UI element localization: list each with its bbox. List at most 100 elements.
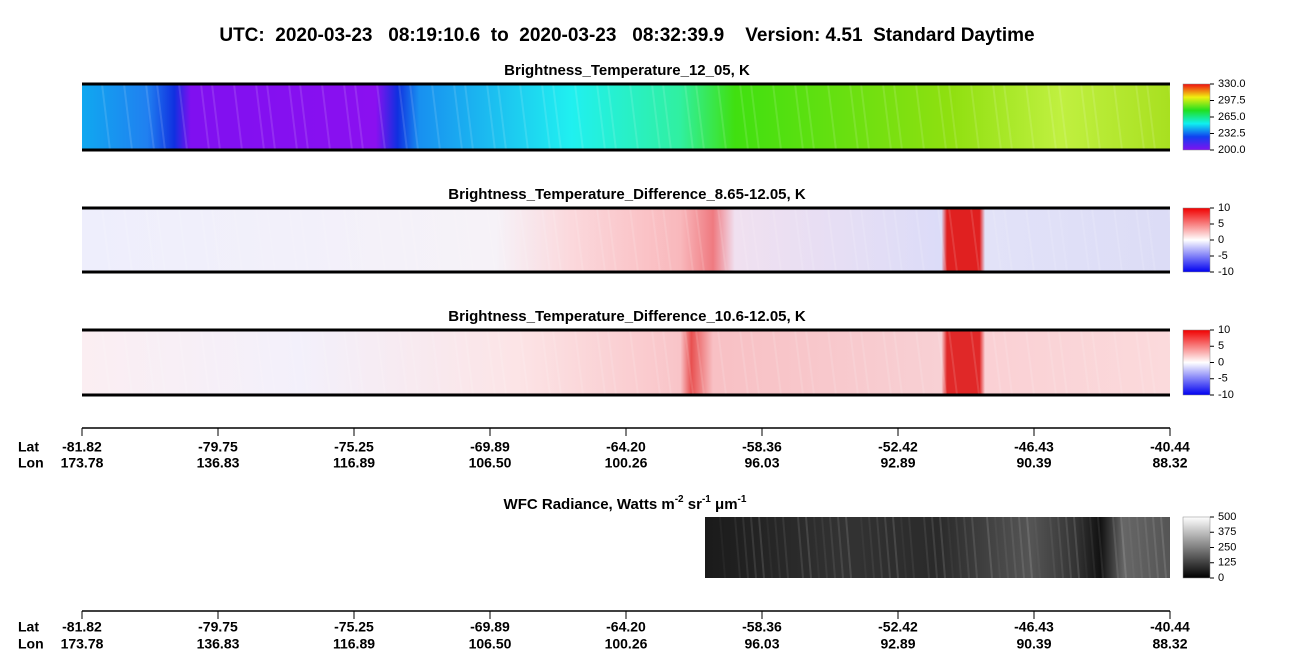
image-streak — [629, 207, 639, 273]
image-streak — [266, 329, 276, 396]
image-streak — [519, 83, 529, 151]
image-streak — [1112, 516, 1119, 579]
lat-tick-label: -64.20 — [606, 439, 646, 455]
title-part: sr — [684, 496, 703, 513]
image-streak — [923, 516, 930, 579]
image-streak — [719, 516, 726, 579]
image-streak — [409, 329, 419, 396]
image-streak — [178, 207, 188, 273]
image-streak — [497, 207, 507, 273]
lon-tick-label: 92.89 — [880, 636, 915, 652]
panel-title: Brightness_Temperature_Difference_8.65-1… — [448, 186, 806, 203]
image-streak — [684, 83, 694, 151]
image-streak — [354, 83, 364, 151]
image-streak — [893, 207, 903, 273]
lon-tick-label: 88.32 — [1152, 636, 1187, 652]
image-streak — [1025, 207, 1035, 273]
image-streak — [805, 329, 815, 396]
image-streak — [1002, 516, 1009, 579]
image-streak — [233, 207, 243, 273]
image-streak — [882, 83, 892, 151]
image-streak — [1168, 207, 1178, 273]
image-streak — [915, 83, 925, 151]
image-streak — [200, 329, 210, 396]
image-streak — [750, 207, 760, 273]
image-streak — [431, 83, 441, 151]
image-streak — [1152, 516, 1159, 579]
image-streak — [409, 207, 419, 273]
image-streak — [772, 207, 782, 273]
image-streak — [766, 516, 773, 579]
image-streak — [431, 207, 441, 273]
image-streak — [1091, 207, 1101, 273]
image-streak — [1073, 516, 1080, 579]
image-streak — [992, 83, 1002, 151]
lon-tick-label: 173.78 — [61, 636, 104, 652]
image-streak — [1047, 207, 1057, 273]
colorbar-tick-label: 500 — [1218, 511, 1236, 523]
image-streak — [343, 83, 353, 151]
colorbar — [1182, 516, 1211, 579]
image-streak — [343, 207, 353, 273]
image-streak — [464, 329, 474, 396]
image-streak — [849, 329, 859, 396]
image-streak — [211, 207, 221, 273]
colorbar — [1182, 329, 1211, 396]
colorbar-tick-label: 265.0 — [1218, 111, 1246, 123]
image-streak — [827, 83, 837, 151]
image-streak — [552, 207, 562, 273]
image-streak — [849, 83, 859, 151]
lon-tick-label: 88.32 — [1152, 455, 1187, 471]
image-streak — [937, 329, 947, 396]
image-streak — [739, 83, 749, 151]
image-streak — [651, 329, 661, 396]
image-streak — [892, 516, 899, 579]
image-streak — [695, 207, 705, 273]
image-streak — [211, 329, 221, 396]
image-streak — [1146, 83, 1156, 151]
image-streak — [827, 207, 837, 273]
image-streak — [1113, 207, 1123, 273]
title-part: -1 — [738, 494, 747, 505]
image-streak — [739, 329, 749, 396]
image — [705, 517, 1170, 578]
image-streak — [629, 329, 639, 396]
image-streak — [750, 516, 757, 579]
image-streak — [876, 516, 883, 579]
image-streak — [651, 83, 661, 151]
panel-title: Brightness_Temperature_12_05, K — [504, 62, 750, 79]
image — [82, 330, 1170, 395]
image-streak — [662, 207, 672, 273]
colorbar-tick-label: 375 — [1218, 526, 1236, 538]
title-part: WFC Radiance, Watts m — [504, 496, 675, 513]
image-streak — [948, 329, 958, 396]
image-streak — [321, 83, 331, 151]
image-streak — [845, 516, 852, 579]
axis-label: Lon — [18, 636, 44, 652]
image-streak — [1091, 329, 1101, 396]
image-streak — [541, 207, 551, 273]
image-streak — [1080, 329, 1090, 396]
image-streak — [398, 83, 408, 151]
image-streak — [519, 207, 529, 273]
colorbar-tick-label: -10 — [1218, 266, 1234, 278]
image-streak — [805, 516, 812, 579]
image-streak — [994, 516, 1001, 579]
image-streak — [860, 516, 867, 579]
image-streak — [805, 207, 815, 273]
image-streak — [684, 329, 694, 396]
image-streak — [255, 329, 265, 396]
lat-tick-label: -52.42 — [878, 439, 918, 455]
image-streak — [813, 516, 820, 579]
image-streak — [398, 329, 408, 396]
image-streak — [1146, 207, 1156, 273]
image-streak — [758, 516, 765, 579]
image-streak — [596, 329, 606, 396]
image-streak — [431, 329, 441, 396]
image-streak — [1080, 207, 1090, 273]
lon-tick-label: 90.39 — [1016, 455, 1051, 471]
image-streak — [1168, 83, 1178, 151]
lat-tick-label: -64.20 — [606, 619, 646, 635]
image-streak — [574, 329, 584, 396]
colorbar-tick-label: 125 — [1218, 557, 1236, 569]
